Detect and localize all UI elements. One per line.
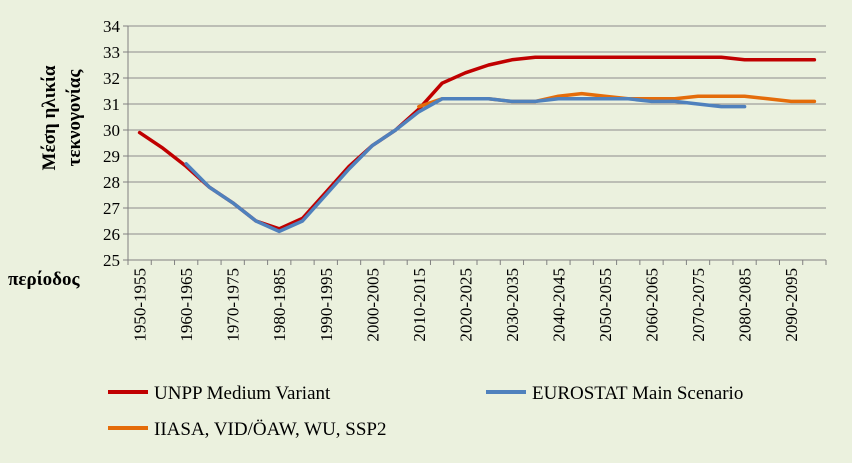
x-tick-label: 1990-1995 (317, 268, 336, 342)
x-tick-label: 1960-1965 (177, 268, 196, 342)
x-tick-label: 2050-2055 (596, 268, 615, 342)
x-tick-label: 1980-1985 (270, 268, 289, 342)
x-tick-label: 2010-2015 (410, 268, 429, 342)
y-tick-label: 28 (103, 173, 120, 192)
legend-label: EUROSTAT Main Scenario (532, 383, 743, 404)
series-lines (137, 55, 817, 234)
x-tick-label: 2030-2035 (503, 268, 522, 342)
y-tick-label: 32 (103, 69, 120, 88)
y-tick-label: 34 (103, 17, 121, 36)
y-axis-title-line-2: τεκνογονίας (64, 69, 85, 167)
x-tick-label: 2040-2045 (549, 268, 568, 342)
y-axis-title-line-1: Μέση ηλικία (39, 65, 60, 170)
x-tick-label: 2000-2005 (363, 268, 382, 342)
axis-labels: Μέση ηλικία τεκνογονίας περίοδος (8, 65, 85, 290)
y-tick-label: 25 (103, 251, 120, 270)
x-tick-label: 2090-2095 (782, 268, 801, 342)
x-tick-label: 2070-2075 (689, 268, 708, 342)
y-tick-label: 31 (103, 95, 120, 114)
y-tick-label: 33 (103, 43, 120, 62)
x-axis-title: περίοδος (8, 269, 80, 290)
y-tick-label: 30 (103, 121, 120, 140)
x-tick-label: 2020-2025 (456, 268, 475, 342)
x-tick-label: 1950-1955 (131, 268, 150, 342)
y-tick-label: 29 (103, 147, 120, 166)
series-line-eurostat-main-scenario (184, 97, 747, 234)
legend: UNPP Medium Variant EUROSTAT Main Scenari… (108, 383, 743, 440)
legend-label: UNPP Medium Variant (154, 383, 331, 404)
legend-label: IIASA, VID/ÖAW, WU, SSP2 (154, 419, 387, 440)
x-tick-label: 2080-2085 (736, 268, 755, 342)
y-tick-label: 26 (103, 225, 120, 244)
x-tick-label: 2060-2065 (643, 268, 662, 342)
axes: 25 26 27 28 29 30 31 32 33 34 1950-1955 1960-1965 19… (103, 17, 827, 342)
y-tick-label: 27 (103, 199, 121, 218)
x-tick-label: 1970-1975 (224, 268, 243, 342)
